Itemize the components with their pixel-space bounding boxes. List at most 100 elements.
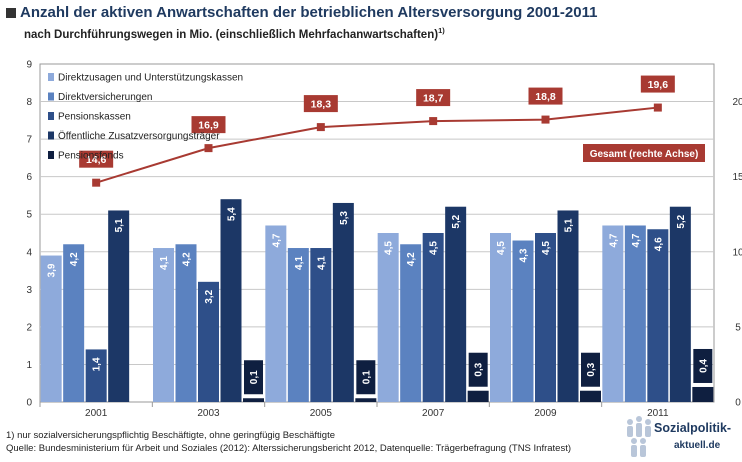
bar <box>153 248 174 402</box>
bar <box>85 349 107 402</box>
bar <box>692 386 714 402</box>
y-tick-label: 5 <box>26 210 32 221</box>
y2-tick-label: 10 <box>732 247 742 258</box>
logo-line-2: aktuell.de <box>674 440 721 451</box>
bar <box>647 229 669 402</box>
y-tick-label: 4 <box>26 247 32 258</box>
chart-title: Anzahl der aktiven Anwartschaften der be… <box>20 4 598 21</box>
bar-value-label: 3,9 <box>47 263 58 277</box>
y-tick-label: 6 <box>26 172 32 183</box>
bar <box>40 255 62 402</box>
bar-value-label: 5,3 <box>339 211 350 225</box>
bar <box>512 240 534 402</box>
total-value-label: 14,6 <box>86 154 107 166</box>
legend: Direktzusagen und Unterstützungskassen Di… <box>48 73 243 162</box>
bar <box>467 390 489 402</box>
legend-label: Direktzusagen und Unterstützungskassen <box>58 73 243 84</box>
bar-value-label: 4,7 <box>271 233 282 247</box>
bar-value-label: 4,7 <box>631 233 642 247</box>
bar <box>490 233 511 402</box>
total-line-marker <box>653 103 662 112</box>
total-line-series: 14,6 16,9 18,3 18,7 18,8 19,6 Gesamt (rechte A… <box>79 75 705 187</box>
bar <box>602 225 624 402</box>
bar-value-label: 4,2 <box>69 252 80 266</box>
line-legend-label: Gesamt (rechte Achse) <box>590 149 699 160</box>
legend-swatch <box>48 73 54 81</box>
total-label-box <box>303 95 338 113</box>
bar-label-box <box>244 360 263 395</box>
bar-label-box <box>468 352 488 387</box>
x-tick-label: 2001 <box>85 408 108 419</box>
bar-value-label: 4,5 <box>429 241 440 255</box>
bar-value-label: 4,3 <box>519 248 530 262</box>
y2-tick-label: 0 <box>735 398 741 409</box>
bar <box>63 244 85 402</box>
bar <box>265 225 287 402</box>
y-tick-label: 7 <box>26 135 32 146</box>
bar-value-label: 4,5 <box>384 241 395 255</box>
title-marker <box>6 8 16 18</box>
bar <box>400 244 422 402</box>
bar <box>557 210 579 402</box>
total-line-marker <box>204 144 213 153</box>
line-legend-badge <box>583 144 705 162</box>
bar <box>332 202 354 402</box>
bar <box>624 225 646 402</box>
bar <box>422 233 444 402</box>
total-value-label: 16,9 <box>198 120 219 132</box>
y-tick-label: 0 <box>26 398 32 409</box>
total-line-marker <box>429 117 438 126</box>
x-tick-label: 2005 <box>310 408 333 419</box>
bar-series: 3,9 4,1 4,7 4,5 4,5 4,7 4,2 4,2 4,1 4,2 4,3 4,7 1,4 3… <box>40 199 714 402</box>
total-line-marker <box>541 115 550 124</box>
x-tick-label: 2003 <box>197 408 220 419</box>
bar-value-label: 4,2 <box>182 252 193 266</box>
total-line <box>95 106 658 184</box>
y2-tick-label: 20 <box>732 97 742 108</box>
legend-label: Direktversicherungen <box>58 92 153 103</box>
bar <box>220 199 242 402</box>
x-tick-label: 2011 <box>647 408 669 419</box>
bar-value-label: 5,2 <box>451 214 462 228</box>
legend-swatch <box>48 112 54 120</box>
y-tick-label: 2 <box>26 322 32 333</box>
total-value-label: 18,8 <box>535 91 556 103</box>
bar-value-label: 0,3 <box>474 362 485 376</box>
total-label-box <box>640 75 675 93</box>
axes: 0 1 2 3 4 5 6 7 8 9 0 5 10 15 20 2001 2003 2005 2007 2009 20… <box>26 60 742 420</box>
legend-label: Pensionsfonds <box>58 151 124 162</box>
y-tick-label: 3 <box>26 285 32 296</box>
subtitle-text: nach Durchführungswegen in Mio. (einschl… <box>24 28 439 41</box>
gridlines <box>40 101 714 365</box>
bar-value-label: 3,2 <box>204 289 215 303</box>
bar <box>377 233 399 402</box>
bar <box>198 281 219 402</box>
source-note: Quelle: Bundesministerium für Arbeit und… <box>6 443 572 454</box>
bar <box>580 390 601 402</box>
legend-swatch <box>48 131 54 140</box>
y-tick-label: 9 <box>26 60 32 71</box>
bar-value-label: 4,1 <box>294 256 305 270</box>
bar-value-label: 4,5 <box>541 241 552 255</box>
bar-value-label: 0,1 <box>361 370 372 384</box>
total-line-marker <box>316 123 325 132</box>
total-label-box <box>528 87 563 105</box>
bar <box>669 206 691 402</box>
bar <box>355 398 377 402</box>
legend-swatch <box>48 92 54 101</box>
bar <box>175 244 197 402</box>
bar-value-label: 4,1 <box>159 256 170 270</box>
bar-value-label: 0,3 <box>586 362 597 376</box>
bar <box>287 248 309 402</box>
y-tick-label: 8 <box>26 97 32 108</box>
bar-value-label: 4,7 <box>608 233 619 247</box>
people-icon <box>627 416 651 457</box>
total-value-label: 19,6 <box>648 79 669 91</box>
bar-value-label: 4,1 <box>316 256 327 270</box>
bar-label-box <box>581 352 600 387</box>
y-tick-label: 1 <box>26 360 32 371</box>
bar-value-label: 5,4 <box>227 207 238 221</box>
bar-value-label: 5,1 <box>564 218 575 232</box>
bar <box>108 210 130 402</box>
